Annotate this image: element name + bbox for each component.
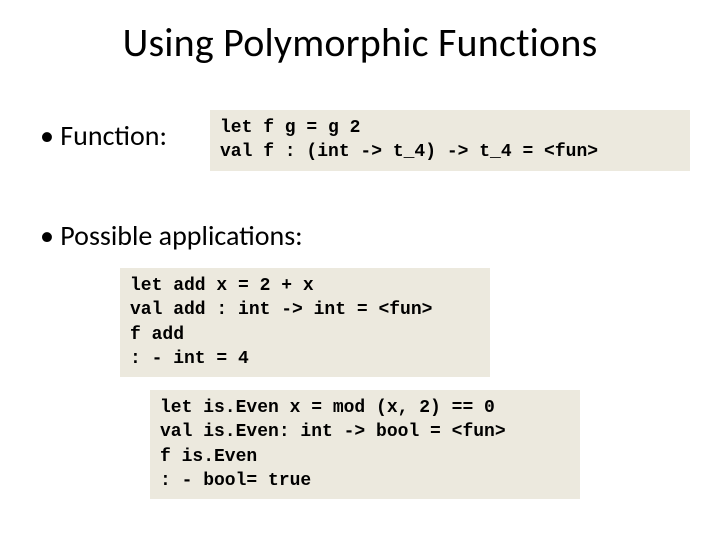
codebox-app-iseven: let is.Even x = mod (x, 2) == 0 val is.E… xyxy=(150,390,580,499)
slide-title: Using Polymorphic Functions xyxy=(0,18,720,67)
bullet-applications: Possible applications: xyxy=(40,218,303,253)
codebox-function-def: let f g = g 2 val f : (int -> t_4) -> t_… xyxy=(210,110,690,171)
codebox-app-add: let add x = 2 + x val add : int -> int =… xyxy=(120,268,490,377)
slide: Using Polymorphic Functions Function: le… xyxy=(0,0,720,540)
bullet-function: Function: xyxy=(40,118,167,153)
